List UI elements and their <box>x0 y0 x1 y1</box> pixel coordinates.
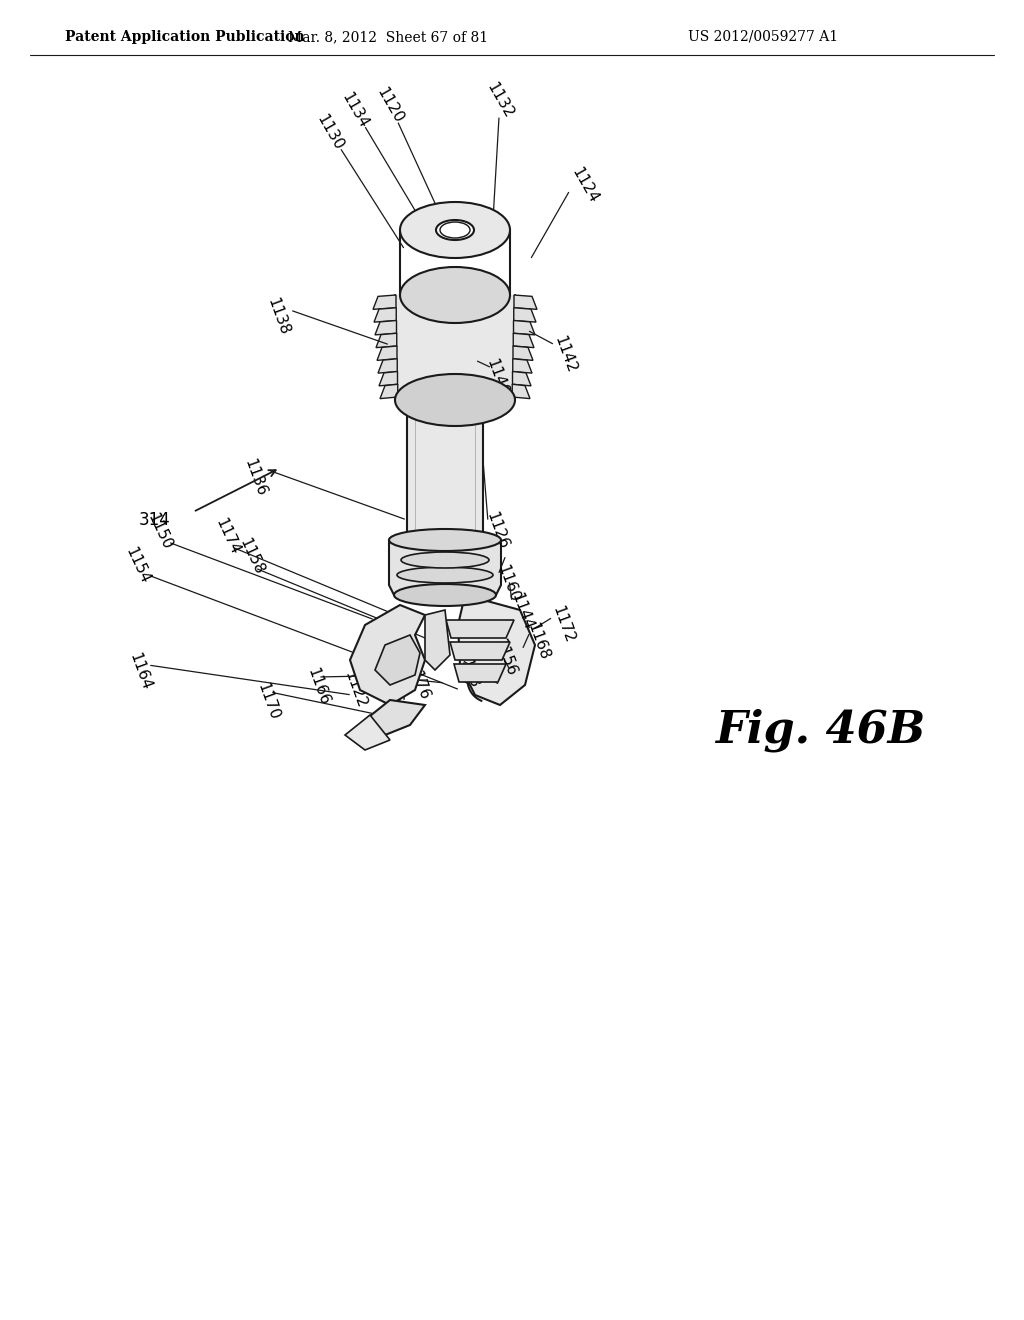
Text: 1132: 1132 <box>484 79 516 120</box>
Text: 1174: 1174 <box>213 516 243 557</box>
Text: 1168: 1168 <box>524 622 552 663</box>
Text: 1124: 1124 <box>569 165 601 206</box>
Text: US 2012/0059277 A1: US 2012/0059277 A1 <box>688 30 838 44</box>
Text: 1134: 1134 <box>339 90 371 131</box>
Ellipse shape <box>407 531 483 549</box>
Polygon shape <box>375 635 420 685</box>
Polygon shape <box>407 400 483 540</box>
Text: 1130: 1130 <box>313 111 346 153</box>
Polygon shape <box>513 359 532 374</box>
Text: 1150: 1150 <box>145 511 175 553</box>
Text: 1154: 1154 <box>123 545 153 586</box>
Text: 1140: 1140 <box>483 358 511 399</box>
Polygon shape <box>512 371 531 385</box>
Text: 1156: 1156 <box>492 638 518 678</box>
Polygon shape <box>458 595 535 705</box>
Polygon shape <box>373 294 396 309</box>
Text: 1128: 1128 <box>455 649 481 690</box>
Polygon shape <box>380 384 397 399</box>
Polygon shape <box>513 321 535 335</box>
Text: 1122: 1122 <box>341 669 369 710</box>
Ellipse shape <box>400 202 510 257</box>
Polygon shape <box>377 346 397 360</box>
Ellipse shape <box>401 552 489 568</box>
Polygon shape <box>389 540 501 595</box>
Polygon shape <box>454 664 506 682</box>
Text: 1176: 1176 <box>404 661 432 702</box>
Text: 1160: 1160 <box>495 564 521 605</box>
Ellipse shape <box>394 583 496 606</box>
Text: Fig. 46B: Fig. 46B <box>715 709 925 752</box>
Text: 1158: 1158 <box>238 536 267 578</box>
Text: 1164: 1164 <box>126 651 154 693</box>
Text: 1170: 1170 <box>254 681 282 722</box>
Polygon shape <box>345 715 390 750</box>
Polygon shape <box>446 620 514 638</box>
Text: 1142: 1142 <box>551 334 579 376</box>
Polygon shape <box>350 605 425 705</box>
Polygon shape <box>395 294 515 400</box>
Polygon shape <box>514 308 536 322</box>
Ellipse shape <box>397 568 493 583</box>
Text: Patent Application Publication: Patent Application Publication <box>65 30 304 44</box>
Polygon shape <box>365 700 425 735</box>
Text: 1136: 1136 <box>242 457 268 499</box>
Ellipse shape <box>389 529 501 550</box>
Polygon shape <box>378 359 397 374</box>
Text: 1146: 1146 <box>377 667 403 708</box>
Polygon shape <box>425 610 450 671</box>
Ellipse shape <box>436 220 474 240</box>
Ellipse shape <box>395 374 515 426</box>
Text: Mar. 8, 2012  Sheet 67 of 81: Mar. 8, 2012 Sheet 67 of 81 <box>288 30 488 44</box>
Polygon shape <box>376 333 396 347</box>
Text: 1144: 1144 <box>508 591 536 632</box>
Text: 1166: 1166 <box>304 667 332 708</box>
Polygon shape <box>450 642 510 660</box>
Text: 314: 314 <box>139 511 171 529</box>
Polygon shape <box>513 346 534 360</box>
Text: 1126: 1126 <box>483 511 511 552</box>
Ellipse shape <box>400 267 510 323</box>
Text: 1172: 1172 <box>549 605 577 645</box>
Text: 1120: 1120 <box>374 84 407 125</box>
Polygon shape <box>514 294 537 309</box>
Polygon shape <box>375 321 396 335</box>
Text: 1138: 1138 <box>264 296 292 338</box>
Ellipse shape <box>440 222 470 238</box>
Polygon shape <box>513 333 534 347</box>
Polygon shape <box>379 371 397 385</box>
Polygon shape <box>374 308 396 322</box>
Polygon shape <box>512 384 530 399</box>
